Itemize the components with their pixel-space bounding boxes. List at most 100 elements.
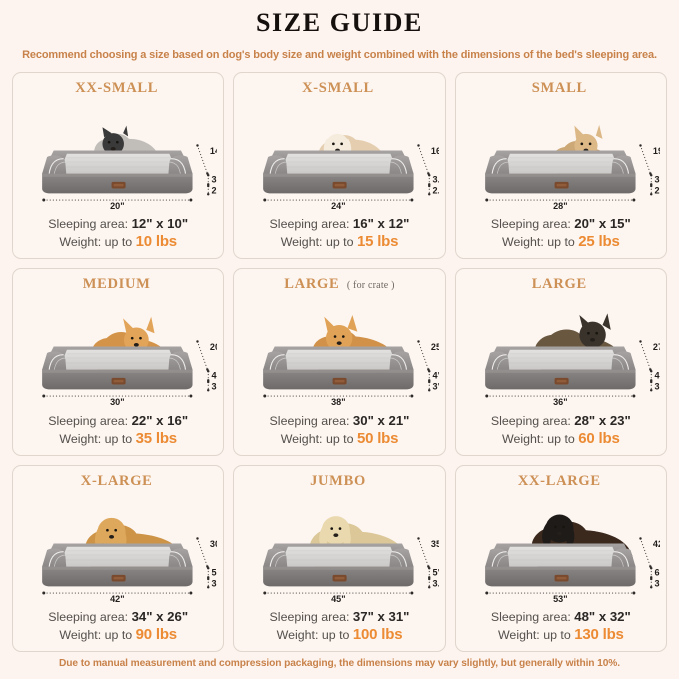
dimension-callouts: [264, 537, 431, 594]
dimension-labels: 35" 5" 3.5" 45": [331, 538, 438, 603]
page-subtitle: Recommend choosing a size based on dog's…: [22, 48, 657, 61]
label-height: 20": [210, 342, 217, 352]
size-card[interactable]: JUMBO: [233, 464, 446, 652]
bed-illustration: 27" 4" 3" 36": [484, 313, 660, 407]
label-mid: 4": [433, 371, 439, 381]
sleeping-area-line: Sleeping area: 30" x 21": [240, 412, 438, 430]
sleeping-area-label: Sleeping area:: [490, 413, 571, 428]
dimension-labels: 25" 4" 3" 38": [331, 342, 438, 407]
weight-line: Weight: up to 130 lbs: [462, 626, 660, 644]
card-title: X-SMALL: [302, 79, 374, 96]
size-card[interactable]: SMALL: [454, 71, 667, 260]
card-title-row: SMALL: [462, 78, 660, 97]
size-card[interactable]: XX-SMALL: [12, 71, 225, 260]
size-card[interactable]: LARGE ( for crate ): [233, 268, 446, 456]
label-base: 3.5": [212, 578, 218, 588]
dimension-labels: 19" 3.5" 2.5" 28": [553, 145, 660, 210]
card-specs: Sleeping area: 16" x 12" Weight: up to 1…: [240, 215, 438, 252]
label-base: 3.5": [654, 578, 660, 588]
weight-label: Weight:: [280, 431, 323, 446]
height-leader-line: [197, 537, 208, 567]
card-title: LARGE: [284, 276, 340, 293]
weight-label: Weight:: [280, 235, 323, 250]
dimension-endpoints: [484, 143, 653, 202]
card-title: X-LARGE: [80, 472, 153, 489]
bed-illustration: 35" 5" 3.5" 45": [263, 515, 439, 604]
size-card[interactable]: X-SMALL: [233, 71, 446, 260]
bed-illustration: 42" 6" 3.5" 53": [484, 514, 660, 604]
weight-value: 60 lbs: [578, 429, 620, 447]
weight-line: Weight: up to 25 lbs: [462, 233, 660, 251]
weight-prefix: up to: [321, 628, 350, 642]
sleeping-area-label: Sleeping area:: [269, 413, 350, 428]
dimension-endpoints: [42, 143, 210, 202]
weight-prefix: up to: [547, 235, 575, 250]
weight-prefix: up to: [104, 235, 133, 250]
label-width: 38": [331, 397, 345, 407]
dimension-labels: 27" 4" 3" 36": [553, 342, 660, 407]
dimension-labels: 16" 3.5" 2.5" 24": [331, 145, 438, 210]
card-title: JUMBO: [310, 472, 366, 489]
dimension-callouts: [43, 144, 209, 201]
height-leader-line: [197, 341, 208, 371]
card-specs: Sleeping area: 37" x 31" Weight: up to 1…: [240, 608, 438, 645]
dimension-callouts: [43, 537, 209, 594]
label-mid: 5": [212, 567, 218, 577]
card-illustration: 16" 3.5" 2.5" 24": [240, 97, 439, 215]
label-height: 35": [431, 538, 438, 548]
size-card[interactable]: X-LARGE: [12, 464, 225, 652]
weight-value: 100 lbs: [352, 626, 403, 643]
sleeping-area-label: Sleeping area:: [490, 217, 571, 232]
card-specs: Sleeping area: 34" x 26" Weight: up to 9…: [19, 608, 217, 645]
height-leader-line: [418, 537, 430, 567]
weight-label: Weight:: [497, 628, 540, 642]
sleeping-area-value: 30" x 21": [352, 412, 410, 428]
weight-label: Weight:: [276, 628, 319, 642]
label-base: 3": [433, 381, 439, 391]
label-height: 25": [431, 342, 438, 352]
dimension-endpoints: [263, 143, 431, 202]
dimension-labels: 14" 3.5" 2.5" 20": [110, 145, 217, 210]
size-card[interactable]: MEDIUM: [12, 268, 225, 456]
height-leader-line: [418, 144, 430, 174]
sleeping-area-label: Sleeping area:: [48, 413, 129, 428]
bed-illustration: 14" 3.5" 2.5" 20": [42, 125, 217, 211]
weight-line: Weight: up to 15 lbs: [240, 233, 438, 251]
weight-prefix: up to: [325, 235, 354, 250]
card-illustration: 35" 5" 3.5" 45": [240, 490, 439, 608]
label-base: 2.5": [654, 185, 660, 195]
label-height: 27": [653, 342, 660, 352]
sleeping-area-line: Sleeping area: 34" x 26": [19, 608, 217, 626]
card-title: LARGE: [531, 276, 587, 293]
weight-label: Weight:: [502, 431, 544, 446]
weight-prefix: up to: [104, 628, 133, 642]
weight-value: 90 lbs: [135, 626, 178, 643]
label-width: 30": [110, 397, 124, 407]
weight-label: Weight:: [502, 235, 544, 250]
bed-illustration: 20" 4" 3" 30": [42, 316, 217, 407]
card-title: SMALL: [531, 79, 587, 96]
dog-bed: [484, 346, 636, 390]
label-width: 24": [331, 201, 345, 211]
bed-illustration: 16" 3.5" 2.5" 24": [263, 133, 439, 211]
dog-bed: [263, 346, 414, 390]
label-height: 42": [653, 538, 660, 548]
sleeping-area-value: 22" x 16": [131, 412, 189, 428]
dimension-callouts: [264, 341, 431, 397]
card-title: XX-SMALL: [75, 79, 159, 96]
card-title-row: X-SMALL: [240, 78, 438, 97]
card-title-row: LARGE ( for crate ): [240, 274, 438, 293]
size-card[interactable]: XX-LARGE: [454, 464, 667, 652]
weight-prefix: up to: [547, 431, 575, 446]
dimension-labels: 30" 5" 3.5" 42": [110, 538, 217, 603]
page-title: SIZE GUIDE: [256, 8, 423, 37]
label-mid: 3.5": [212, 174, 218, 184]
sleeping-area-label: Sleeping area:: [269, 217, 350, 232]
size-card[interactable]: LARGE: [454, 268, 667, 456]
dimension-endpoints: [484, 340, 653, 398]
weight-line: Weight: up to 60 lbs: [462, 430, 660, 448]
dimension-labels: 20" 4" 3" 30": [110, 342, 217, 407]
bed-illustration: 30" 5" 3.5" 42": [42, 517, 217, 604]
weight-line: Weight: up to 90 lbs: [19, 626, 217, 644]
